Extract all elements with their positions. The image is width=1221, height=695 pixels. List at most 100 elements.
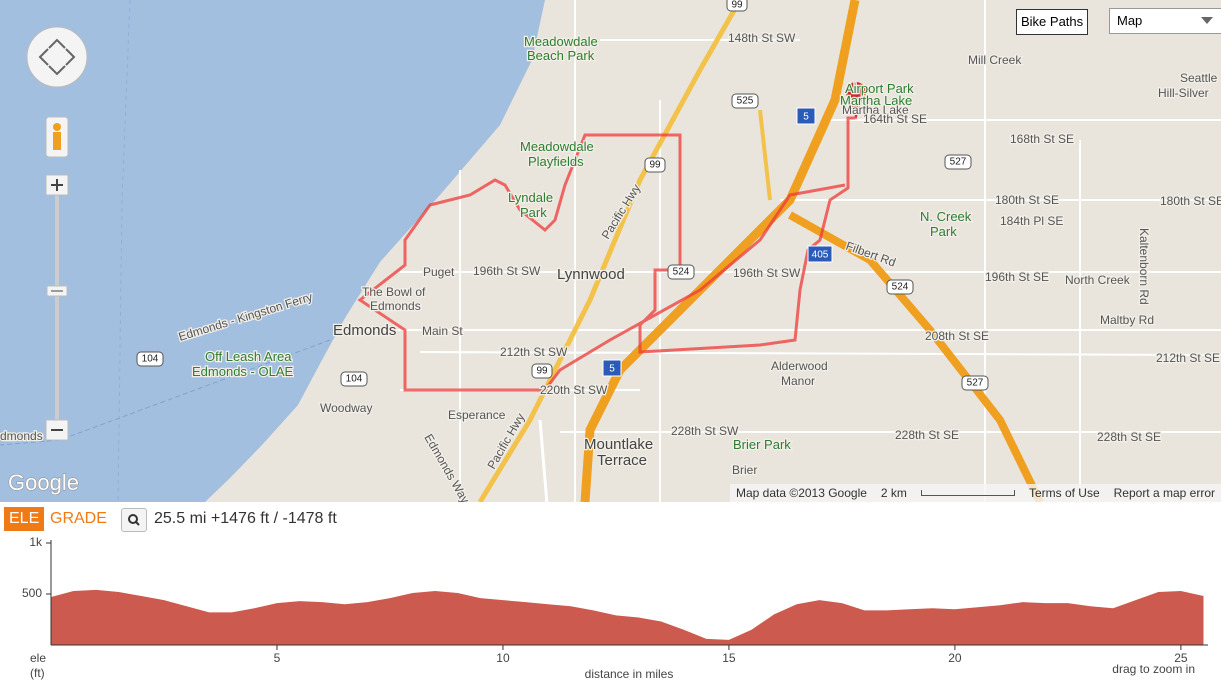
map-label: Alderwood bbox=[771, 359, 828, 373]
shield: 99 bbox=[726, 0, 748, 12]
shield-label: 527 bbox=[967, 378, 984, 389]
shield: 524 bbox=[886, 279, 914, 295]
shield: 99 bbox=[531, 363, 553, 379]
map-label: N. Creek bbox=[920, 209, 972, 224]
shield-label: 104 bbox=[142, 354, 159, 365]
map-label: Puget bbox=[423, 265, 455, 279]
shield-label: 524 bbox=[892, 282, 909, 293]
map-label: Off Leash Area bbox=[205, 349, 292, 364]
bike-paths-button[interactable]: Bike Paths bbox=[1016, 9, 1089, 35]
water bbox=[0, 0, 545, 502]
map-label: North Creek bbox=[1065, 273, 1131, 287]
map-type-select[interactable]: Map bbox=[1109, 8, 1221, 34]
elevation-chart: 500 1k 5 10 15 20 25 distance in miles ele(ft) dr… bbox=[22, 535, 1208, 681]
attribution-bar: Map data ©2013 Google 2 km Terms of Use … bbox=[729, 484, 1221, 502]
map-label: 208th St SE bbox=[925, 329, 989, 343]
map-label: Mill Creek bbox=[968, 53, 1022, 67]
map-label: 164th St SE bbox=[863, 112, 927, 126]
terms-link[interactable]: Terms of Use bbox=[1028, 486, 1100, 500]
map-label: Woodway bbox=[320, 401, 372, 415]
zoom-slider[interactable] bbox=[46, 285, 68, 297]
road bbox=[538, 419, 549, 502]
shield: 99 bbox=[644, 157, 666, 173]
google-logo: Google bbox=[8, 470, 79, 495]
map-label: Mountlake bbox=[584, 436, 653, 453]
map-label: 168th St SE bbox=[1010, 132, 1074, 146]
y-tick-label: 500 bbox=[22, 586, 42, 600]
shield: 5 bbox=[796, 107, 816, 125]
map-label: Airport Park bbox=[845, 81, 914, 96]
map-label: Playfields bbox=[528, 154, 584, 169]
shield-label: 104 bbox=[346, 374, 363, 385]
map: Meadowdale Beach Park Meadowdale Playfie… bbox=[0, 0, 1221, 502]
pegman[interactable] bbox=[45, 116, 69, 158]
map-label: Esperance bbox=[448, 408, 506, 422]
map-label: Edmonds bbox=[333, 322, 396, 339]
map-label: Martha Lake bbox=[842, 103, 909, 117]
map-type-value: Map bbox=[1117, 13, 1143, 28]
shield: 104 bbox=[136, 351, 164, 367]
shield-label: 5 bbox=[609, 364, 615, 375]
map-label: 212th St SE bbox=[1156, 351, 1220, 365]
map-label: 196th St SE bbox=[985, 270, 1049, 284]
x-tick-label: 15 bbox=[722, 651, 736, 665]
map-label: Main St bbox=[422, 324, 463, 338]
map-label: Meadowdale bbox=[520, 139, 594, 154]
grade-tab[interactable]: GRADE bbox=[50, 510, 107, 527]
map-label: Beach Park bbox=[527, 48, 595, 63]
highway-525 bbox=[758, 109, 772, 201]
zoom-hint: drag to zoom in bbox=[1112, 662, 1195, 676]
shields: 99 525 5 527 524 104 104 99 5 405 524 52… bbox=[136, 0, 989, 391]
ferry-line bbox=[0, 339, 331, 446]
shield-label: 99 bbox=[649, 160, 661, 171]
map-label: 196th St SW bbox=[733, 266, 801, 280]
x-tick-label: 10 bbox=[496, 651, 510, 665]
shield: 104 bbox=[340, 371, 368, 387]
map-label: 212th St SW bbox=[500, 345, 568, 359]
shield-label: 405 bbox=[812, 250, 829, 261]
map-label: 196th St SW bbox=[473, 264, 541, 278]
y-tick-label: 1k bbox=[29, 535, 43, 549]
map-label: Meadowdale bbox=[524, 34, 598, 49]
map-label: Park bbox=[520, 205, 547, 220]
shield-label: 99 bbox=[731, 0, 743, 11]
map-label: Brier bbox=[732, 463, 757, 477]
map-label: dmonds bbox=[0, 429, 43, 443]
zoom-out[interactable] bbox=[45, 419, 69, 441]
shield: 527 bbox=[961, 375, 989, 391]
report-link[interactable]: Report a map error bbox=[1113, 486, 1215, 500]
map-label: Lyndale bbox=[508, 190, 553, 205]
shield: 524 bbox=[667, 264, 695, 280]
x-tick-label: 5 bbox=[274, 651, 281, 665]
dropdown-arrow bbox=[1201, 17, 1213, 24]
map-label: 180th St SE bbox=[995, 193, 1059, 207]
map-label: Manor bbox=[781, 374, 815, 388]
pan-control[interactable] bbox=[26, 26, 88, 88]
zoom-button[interactable] bbox=[121, 508, 147, 532]
map-label: Park bbox=[930, 224, 957, 239]
map-label: Kaltenborn Rd bbox=[1137, 228, 1151, 305]
shield: 527 bbox=[944, 154, 972, 170]
shield-label: 524 bbox=[673, 267, 690, 278]
ele-tab[interactable]: ELE bbox=[4, 507, 45, 531]
map-label: 228th St SW bbox=[671, 424, 739, 438]
zoom-in[interactable] bbox=[45, 174, 69, 196]
map-label: Hill-Silver bbox=[1158, 86, 1209, 100]
shield-label: 525 bbox=[737, 96, 754, 107]
highway-99 bbox=[477, 0, 743, 502]
map-label: Terrace bbox=[597, 452, 647, 469]
map-label: 148th St SW bbox=[728, 31, 796, 45]
map-label: Edmonds - OLAE bbox=[192, 364, 293, 379]
map-data: Map data ©2013 Google bbox=[735, 486, 867, 500]
scale-bar bbox=[920, 490, 1015, 496]
map-label: Seattle bbox=[1180, 71, 1218, 85]
map-label: 180th St SE bbox=[1160, 194, 1221, 208]
x-tick-label: 25 bbox=[1174, 651, 1188, 665]
shield-label: 5 bbox=[803, 112, 809, 123]
shield: 405 bbox=[807, 245, 833, 263]
elevation-area bbox=[51, 589, 1204, 645]
route-marker bbox=[846, 82, 867, 120]
map-label: 184th Pl SE bbox=[1000, 214, 1063, 228]
map-label: 228th St SE bbox=[1097, 430, 1161, 444]
